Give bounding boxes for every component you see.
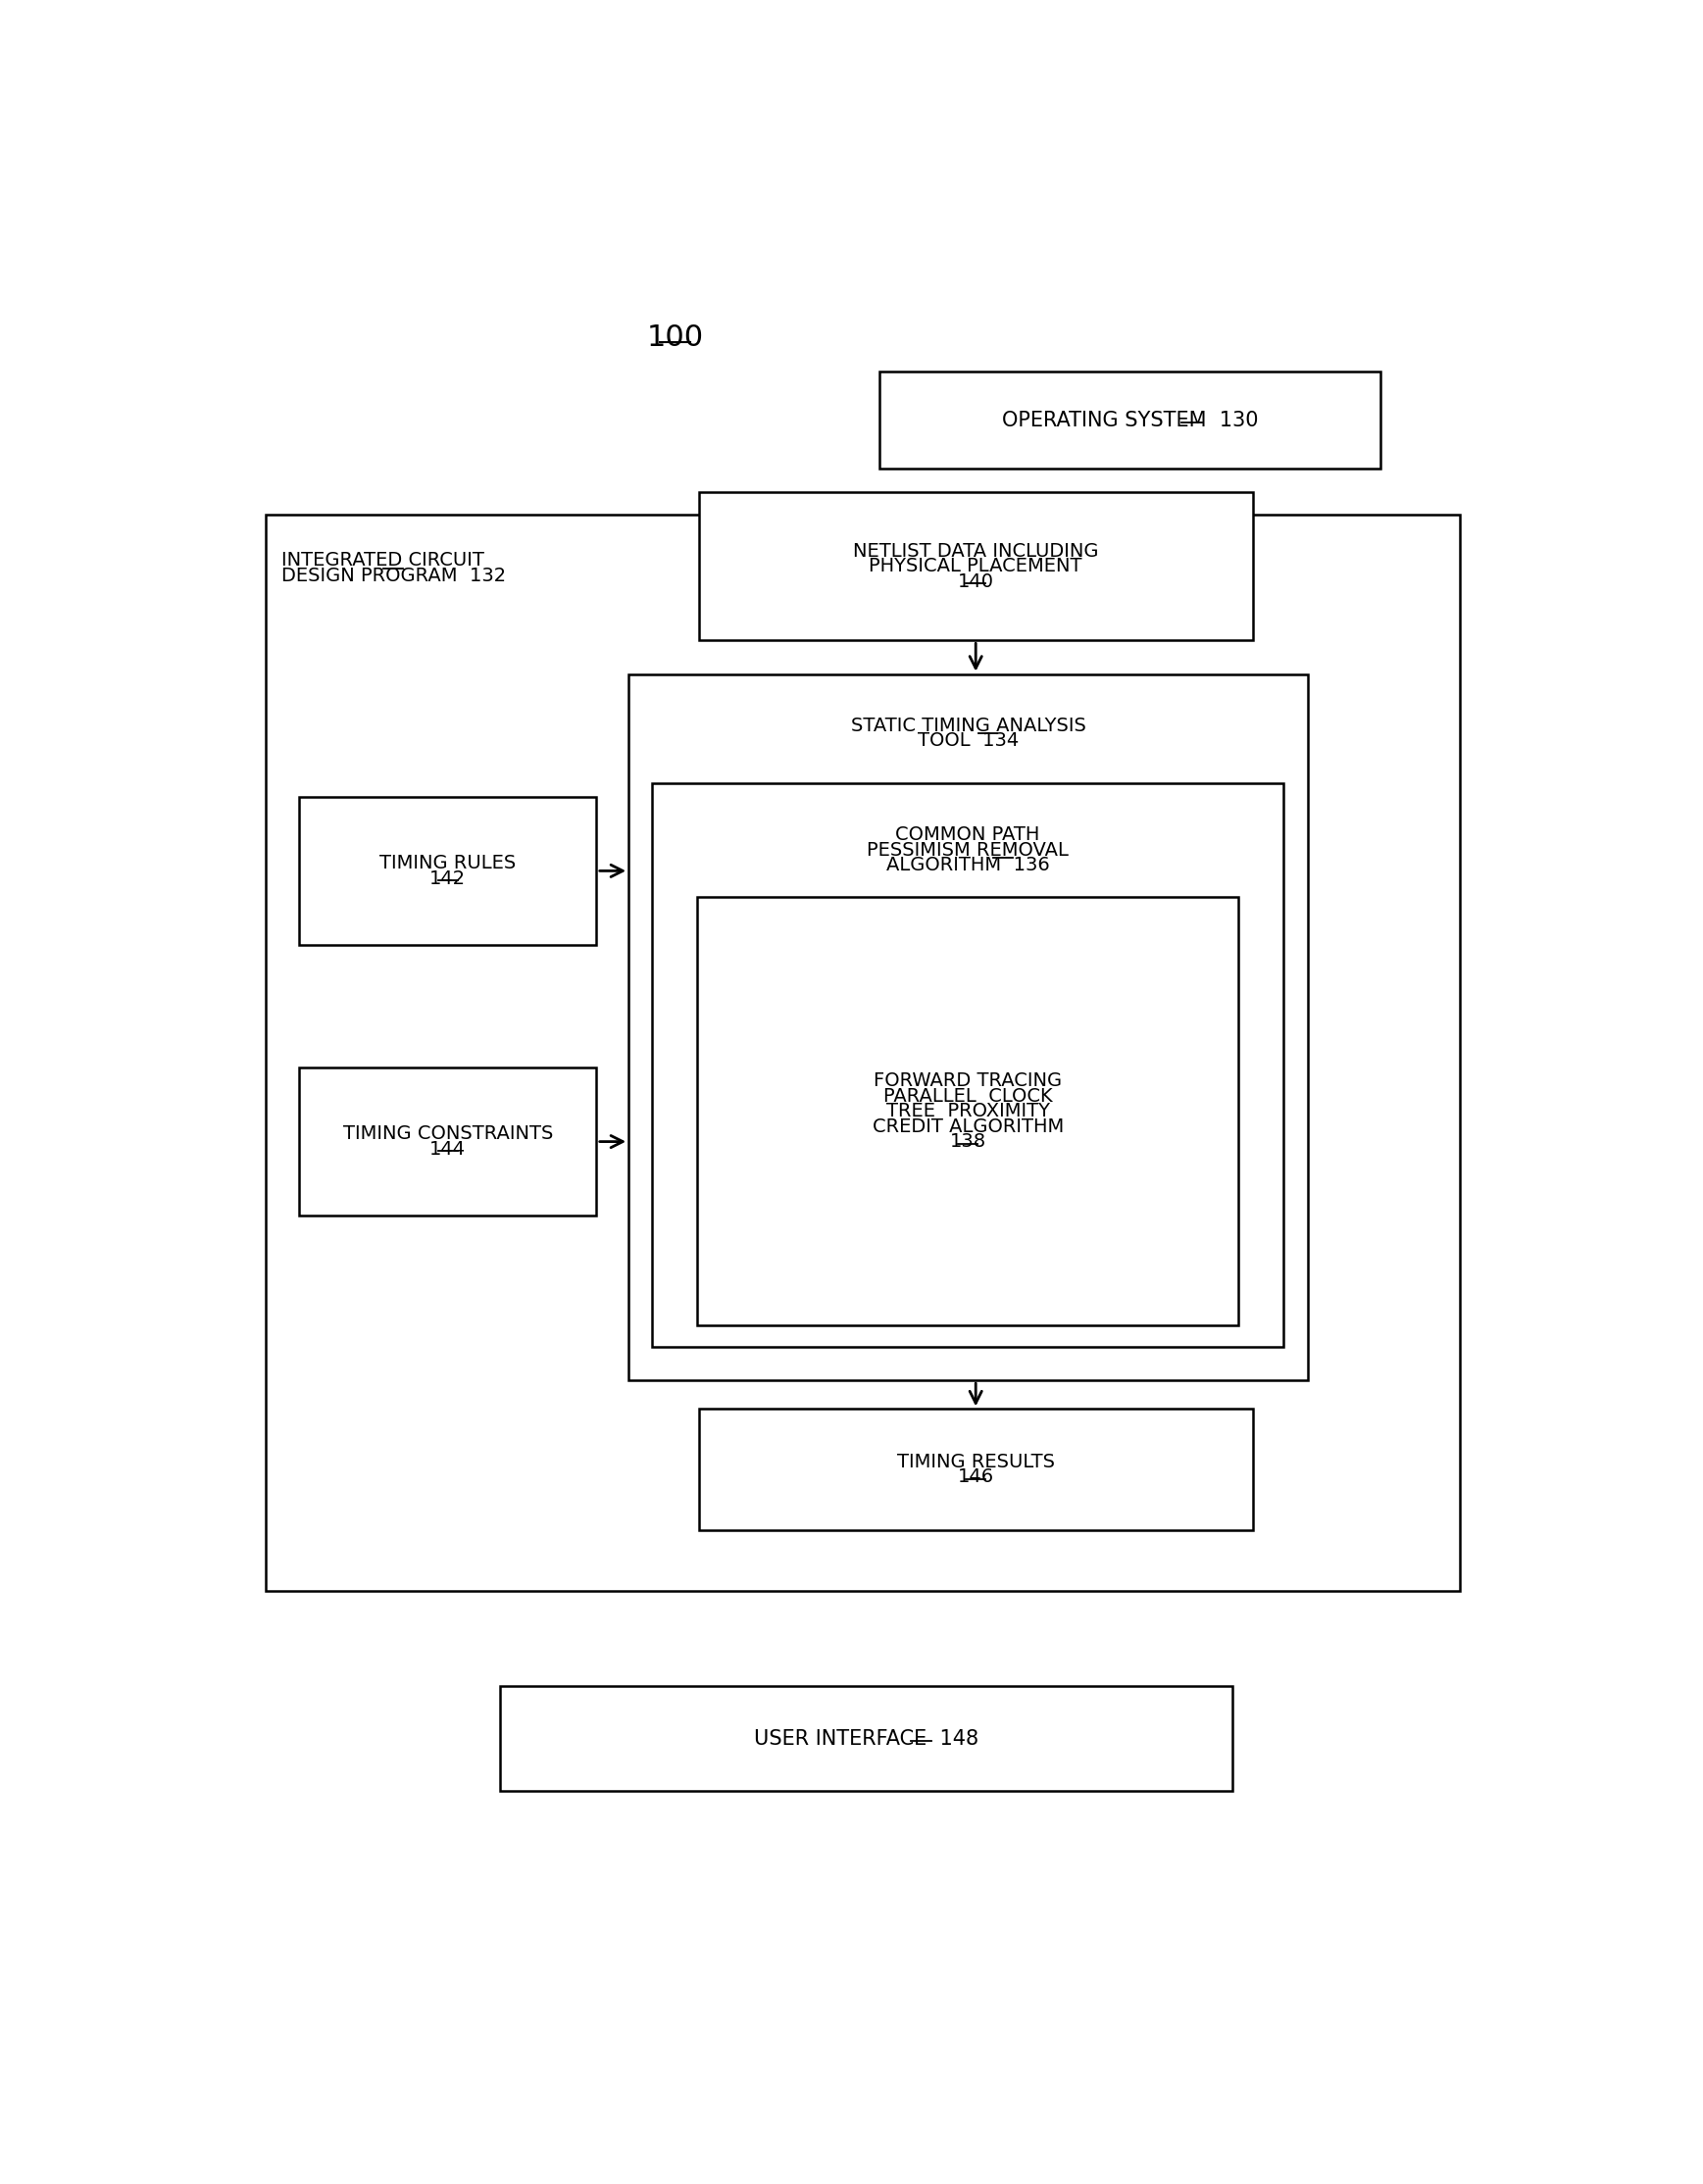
Text: INTEGRATED CIRCUIT: INTEGRATED CIRCUIT: [281, 550, 484, 570]
Text: OPERATING SYSTEM  130: OPERATING SYSTEM 130: [1001, 411, 1259, 430]
Bar: [300, 1068, 596, 1216]
Text: PHYSICAL PLACEMENT: PHYSICAL PLACEMENT: [869, 557, 1083, 577]
Text: 144: 144: [429, 1140, 467, 1158]
Text: TOOL  134: TOOL 134: [918, 732, 1018, 749]
Bar: [879, 371, 1381, 470]
Text: 100: 100: [647, 323, 703, 352]
Text: FORWARD TRACING: FORWARD TRACING: [874, 1072, 1063, 1090]
Text: TIMING RULES: TIMING RULES: [380, 854, 516, 871]
Bar: [501, 1686, 1233, 1791]
Text: 138: 138: [950, 1133, 986, 1151]
Text: COMMON PATH: COMMON PATH: [896, 826, 1041, 843]
Text: NETLIST DATA INCLUDING: NETLIST DATA INCLUDING: [853, 542, 1098, 561]
Text: 140: 140: [957, 572, 995, 592]
Text: TREE  PROXIMITY: TREE PROXIMITY: [886, 1103, 1049, 1120]
Text: CREDIT ALGORITHM: CREDIT ALGORITHM: [872, 1118, 1064, 1136]
Bar: [697, 898, 1238, 1326]
Text: PARALLEL  CLOCK: PARALLEL CLOCK: [884, 1088, 1052, 1105]
Bar: [698, 1409, 1253, 1531]
Bar: [698, 491, 1253, 640]
Bar: [266, 513, 1459, 1590]
Text: USER INTERFACE  148: USER INTERFACE 148: [754, 1730, 979, 1749]
Text: STATIC TIMING ANALYSIS: STATIC TIMING ANALYSIS: [852, 716, 1087, 734]
Text: DESIGN PROGRAM  132: DESIGN PROGRAM 132: [281, 566, 506, 585]
Bar: [300, 797, 596, 946]
Bar: [628, 675, 1308, 1380]
Text: 146: 146: [957, 1468, 995, 1487]
Text: TIMING RESULTS: TIMING RESULTS: [897, 1452, 1054, 1472]
Text: PESSIMISM REMOVAL: PESSIMISM REMOVAL: [867, 841, 1069, 858]
Bar: [652, 784, 1284, 1348]
Text: ALGORITHM  136: ALGORITHM 136: [886, 856, 1049, 876]
Text: 142: 142: [429, 869, 467, 889]
Text: TIMING CONSTRAINTS: TIMING CONSTRAINTS: [342, 1125, 553, 1142]
